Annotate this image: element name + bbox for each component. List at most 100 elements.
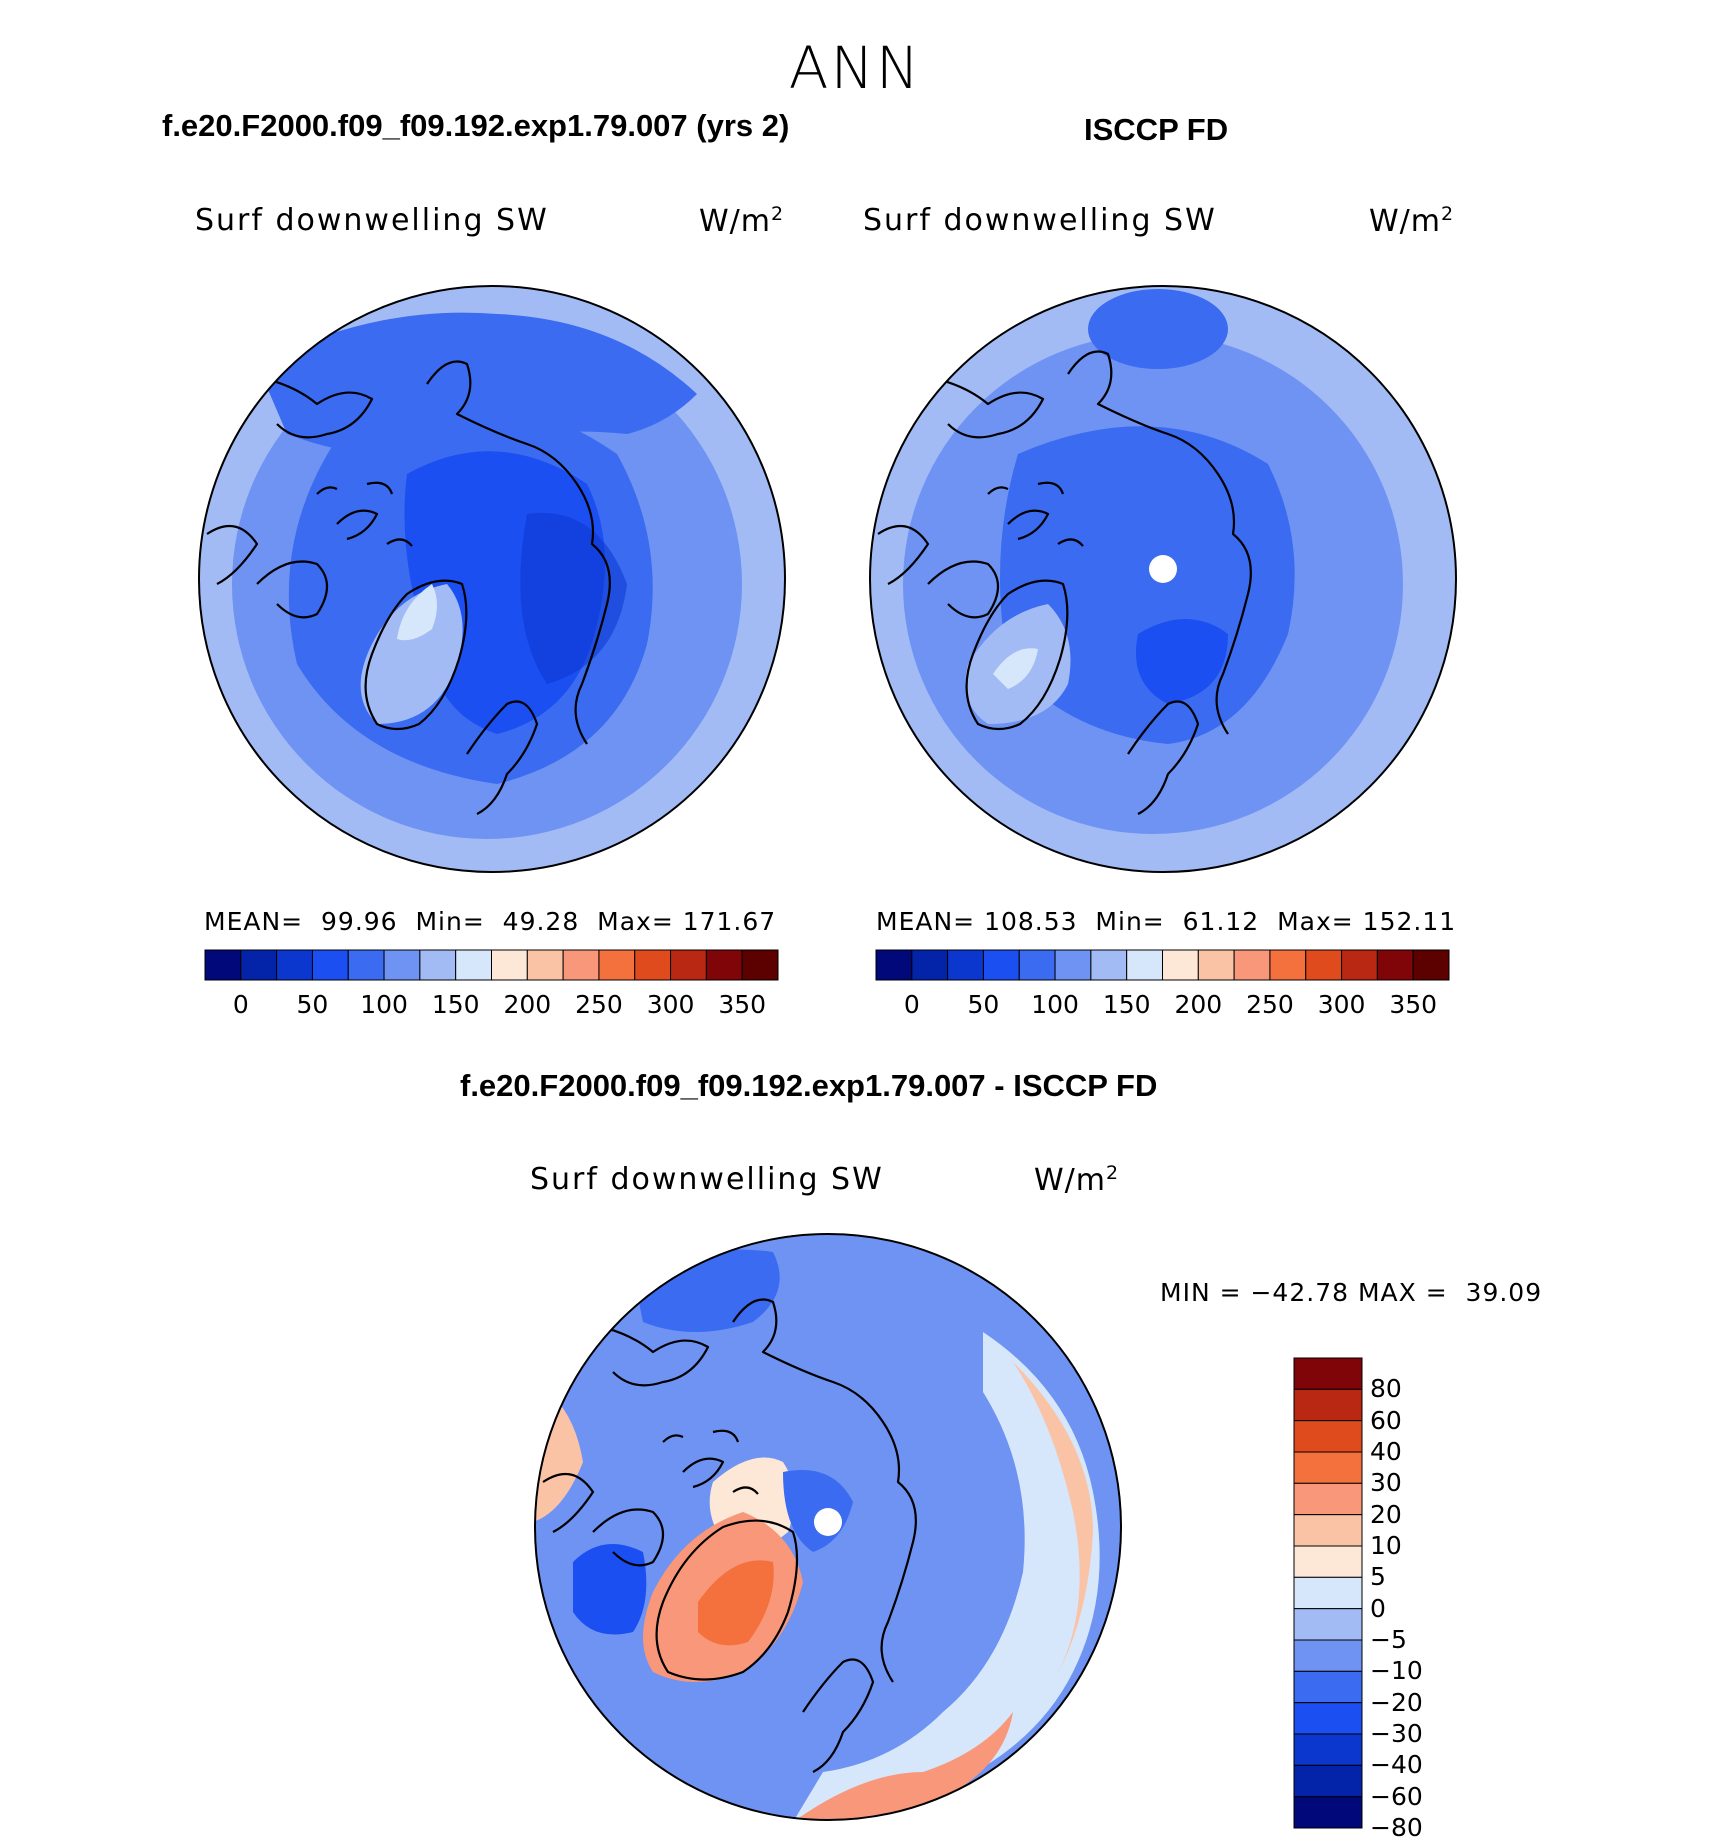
panel-obs-coastline-alaska <box>907 372 1045 439</box>
panel-model-colorbar-tick-label: 50 <box>296 990 329 1019</box>
panel-model-colorbar-tick-label: 0 <box>232 990 249 1019</box>
panel-model-colorbar-box <box>383 949 421 981</box>
panel-model-colorbar-tick-label: 200 <box>503 990 552 1019</box>
panel-diff-colorbar-tick-label: −80 <box>1370 1813 1423 1842</box>
panel-obs-map <box>869 285 1457 873</box>
panel-model-colorbar-box <box>276 949 313 981</box>
panel-diff-colorbar-tick-label: −10 <box>1370 1656 1423 1686</box>
panel-model-colorbar-tick-label: 350 <box>718 990 767 1019</box>
panel-obs-colorbar-box <box>875 949 913 981</box>
panel-model-greenland-peak <box>397 584 437 641</box>
panel-obs-case-title: ISCCP FD <box>1084 112 1229 147</box>
panel-obs-coastline-canada <box>877 524 1000 619</box>
panel-diff-colorbar-box <box>1293 1388 1363 1422</box>
panel-diff-stats: MIN = −42.78 MAX = 39.09 <box>1160 1278 1543 1307</box>
panel-diff-colorbar-tick-label: −30 <box>1370 1719 1423 1748</box>
panel-model-colorbar-box <box>455 949 493 981</box>
panel-diff-europe-warm <box>793 1712 1013 1820</box>
panel-obs-colorbar-box <box>1412 949 1450 981</box>
panel-model-colorbar <box>204 949 779 981</box>
panel-diff-colorbar-ticks: 80 60 40 30 20 10 5 0 −5 −10 −20 −30 −40 −60 −80 <box>1370 1358 1450 1842</box>
panel-obs-colorbar-box <box>1376 949 1414 981</box>
panel-obs-coastline-archipelago <box>987 481 1084 547</box>
panel-diff-colorbar-tick-label: −60 <box>1370 1781 1423 1811</box>
panel-diff-colorbar-box <box>1293 1482 1363 1516</box>
panel-diff-colorbar-box <box>1293 1545 1363 1578</box>
panel-diff-coastline-siberia <box>732 1298 917 1683</box>
panel-obs-colorbar-tick-label: 250 <box>1246 990 1294 1019</box>
panel-diff-units-label: W/m2 <box>1034 1162 1120 1198</box>
panel-diff-coastline-alaska <box>572 1320 710 1387</box>
panel-obs-barents-low <box>1136 619 1228 704</box>
panel-model-stats: MEAN= 99.96 Min= 49.28 Max= 171.67 <box>204 907 777 936</box>
panel-obs-colorbar-tick-label: 0 <box>903 990 920 1019</box>
panel-diff-coastline-greenland <box>655 1519 799 1681</box>
panel-diff-coastline-canada <box>542 1472 665 1567</box>
panel-diff-colorbar-box <box>1293 1451 1363 1484</box>
panel-model-colorbar-tick-label: 250 <box>575 990 623 1019</box>
panel-diff-colorbar-box <box>1293 1796 1363 1829</box>
panel-diff-colorbar-tick-label: 30 <box>1370 1468 1402 1498</box>
panel-obs-colorbar-box <box>1090 949 1128 981</box>
panel-diff-colorbar-box <box>1293 1670 1363 1704</box>
panel-obs-colorbar-box <box>1018 949 1056 981</box>
panel-model-colorbar-box <box>598 949 636 981</box>
panel-model-greenland-region <box>360 584 463 724</box>
panel-obs-colorbar-box <box>1269 949 1307 981</box>
panel-obs-colorbar-box <box>911 949 949 981</box>
panel-obs-colorbar-box <box>1197 949 1235 981</box>
panel-model-colorbar-box <box>741 949 779 981</box>
panel-obs-variable-label: Surf downwelling SW <box>863 203 1217 238</box>
panel-diff-colorbar-tick-label: −20 <box>1370 1687 1423 1717</box>
panel-diff-coastline-archipelago <box>662 1429 759 1495</box>
panel-model-colorbar-box <box>526 949 564 981</box>
figure-title: ANN <box>788 34 922 102</box>
panel-diff-colorbar-box <box>1293 1764 1363 1798</box>
panel-obs-colorbar-tick-label: 300 <box>1317 990 1366 1019</box>
panel-model-colorbar-box <box>204 949 242 981</box>
panel-obs-pacific-low <box>1088 289 1228 369</box>
panel-model-case-title: f.e20.F2000.f09_f09.192.exp1.79.007 (yrs… <box>162 108 790 143</box>
panel-obs-colorbar-ticks: 0 50 100 150 200 250 300 350 <box>876 990 1449 1022</box>
panel-obs-colorbar-box <box>982 949 1020 981</box>
panel-diff-colorbar-box <box>1293 1733 1363 1766</box>
panel-obs-colorbar-tick-label: 50 <box>967 990 1000 1019</box>
panel-diff-case-title: f.e20.F2000.f09_f09.192.exp1.79.007 - IS… <box>460 1068 1158 1103</box>
panel-model-colorbar-tick-label: 150 <box>431 990 480 1019</box>
panel-model-colorbar-box <box>347 949 385 981</box>
panel-diff-colorbar-tick-label: 10 <box>1370 1531 1402 1560</box>
panel-obs-colorbar-box <box>1341 949 1378 981</box>
panel-obs-units-label: W/m2 <box>1369 203 1455 239</box>
panel-diff-colorbar-tick-label: 80 <box>1370 1374 1402 1404</box>
panel-model-colorbar-box <box>670 949 707 981</box>
panel-model-colorbar-ticks: 0 50 100 150 200 250 300 350 <box>205 990 778 1022</box>
panel-obs-colorbar-box <box>1162 949 1199 981</box>
panel-diff-colorbar-box <box>1293 1357 1363 1390</box>
panel-obs-colorbar-tick-label: 200 <box>1174 990 1223 1019</box>
panel-diff-colorbar-box <box>1293 1608 1363 1641</box>
panel-diff-colorbar-tick-label: 40 <box>1370 1437 1402 1466</box>
panel-obs-pole-missing <box>1149 555 1177 583</box>
panel-model-map <box>198 285 786 873</box>
panel-diff-colorbar-tick-label: 0 <box>1370 1593 1386 1623</box>
panel-model-coastline-archipelago <box>316 481 413 547</box>
panel-diff-colorbar-tick-label: −40 <box>1370 1750 1423 1780</box>
panel-diff-pacific-warm <box>1013 1362 1093 1682</box>
panel-model-map-border <box>198 285 786 873</box>
panel-model-colorbar-box <box>562 949 600 981</box>
panel-obs-colorbar-tick-label: 100 <box>1031 990 1079 1019</box>
panel-model-coastline-scandinavia <box>466 700 539 815</box>
panel-diff-colorbar-tick-label: 60 <box>1370 1405 1402 1435</box>
panel-obs-map-border <box>869 285 1457 873</box>
panel-model-variable-label: Surf downwelling SW <box>195 203 549 238</box>
panel-diff-colorbar-box <box>1293 1514 1363 1547</box>
panel-obs-colorbar-box <box>1054 949 1092 981</box>
panel-diff-pole-missing <box>814 1508 842 1536</box>
panel-obs-colorbar-tick-label: 350 <box>1389 990 1438 1019</box>
panel-model-coastline-greenland <box>364 579 468 731</box>
panel-obs-coastline-siberia <box>1067 350 1252 735</box>
panel-obs-greenland-peak <box>993 648 1038 689</box>
panel-obs-stats: MEAN= 108.53 Min= 61.12 Max= 152.11 <box>876 907 1457 936</box>
panel-diff-greenland-peak <box>698 1560 774 1646</box>
panel-model-colorbar-tick-label: 300 <box>646 990 695 1019</box>
